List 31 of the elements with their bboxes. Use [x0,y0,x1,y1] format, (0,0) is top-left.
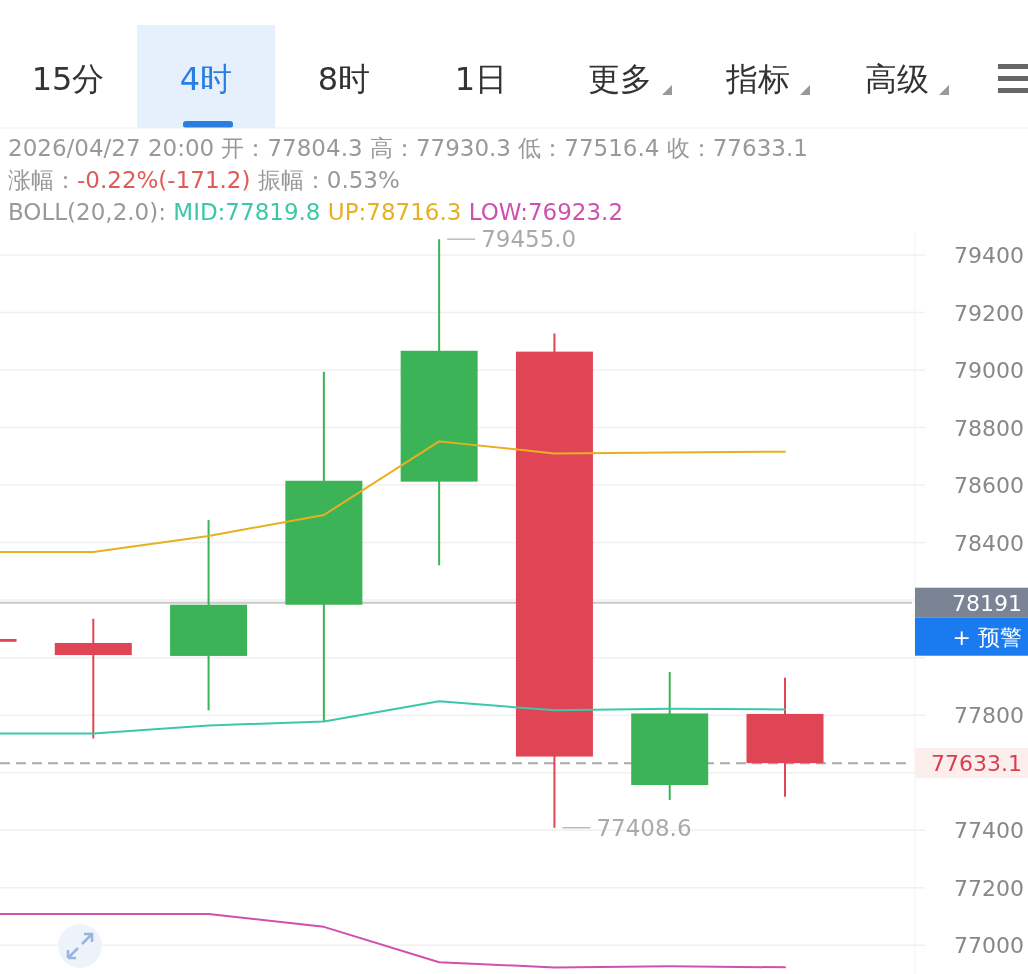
y-tick-label: 79000 [954,358,1024,384]
ref-line-label: 78191 [952,590,1022,616]
text: 2026/04/27 20:00 开：77804.3 高：77930.3 低：77516.4 收：77633.1 [8,135,808,161]
ref-line-label: 77633.1 [931,751,1022,777]
text: LOW:76923.2 [468,199,624,225]
text: 15分 [31,60,105,98]
y-tick-label: 78600 [954,473,1024,499]
y-tick-label: 79400 [954,243,1024,269]
text: BOLL(20,2.0): [8,199,174,225]
annotation: 77408.6 [596,814,692,841]
text: 8时 [317,60,371,98]
y-tick-label: 77800 [954,703,1024,729]
text: 指标 [725,60,790,98]
y-tick-label: 78400 [954,530,1024,556]
y-tick-label: 77400 [954,818,1024,844]
y-tick-label: 77200 [954,875,1024,901]
text: 高级 [865,60,929,98]
text: 更多 [588,60,652,98]
text: 1日 [454,60,508,98]
text: UP:78716.3 [327,199,469,225]
y-tick-label: 77000 [954,933,1024,959]
text: MID:77819.8 [173,199,328,225]
text: + 预警 [952,624,1022,650]
candlestick [54,617,132,740]
annotation: 79455.0 [481,226,577,253]
y-tick-label: 78800 [954,415,1024,441]
text: 振幅：0.53% [250,167,400,193]
text: 涨幅： [8,167,77,193]
text: 4时 [179,60,233,98]
text: -0.22%(-171.2) [77,167,251,193]
y-tick-label: 79200 [954,300,1024,326]
